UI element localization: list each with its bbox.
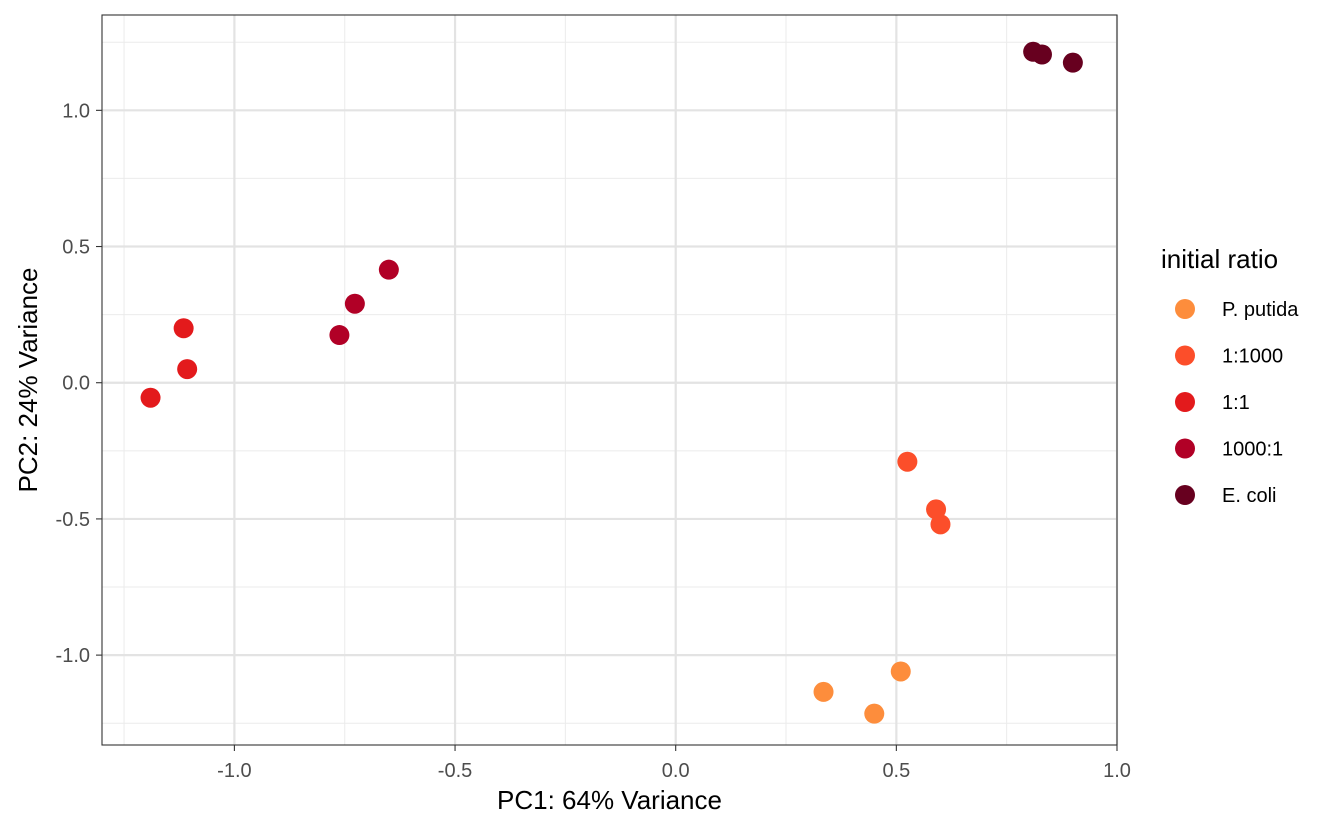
data-point [140, 387, 161, 408]
data-point [173, 318, 194, 339]
data-point [1062, 52, 1083, 73]
data-point [329, 325, 350, 346]
x-tick-label: 0.5 [882, 760, 910, 782]
legend-key [1175, 345, 1195, 366]
plot-panel-border [101, 14, 1118, 746]
y-axis-title: PC2: 24% Variance [13, 268, 43, 493]
data-point [1031, 44, 1052, 65]
data-point [813, 681, 834, 702]
y-tick-label: 0.5 [62, 237, 90, 259]
minor-gridlines [102, 15, 1117, 745]
data-point [344, 293, 365, 314]
data-point [864, 703, 885, 724]
legend-key [1175, 485, 1195, 505]
legend-key [1175, 392, 1195, 412]
legend-label: 1:1 [1222, 392, 1250, 414]
major-gridlines [102, 15, 1119, 745]
legend-label: 1:1000 [1222, 346, 1283, 368]
legend-label: P. putida [1222, 299, 1299, 321]
x-tick-label: 0.0 [662, 760, 690, 782]
data-point [930, 514, 951, 535]
x-axis-ticks: -1.0 -0.5 0.0 0.5 1.0 [217, 745, 1131, 782]
data-points [140, 41, 1083, 724]
legend-key [1175, 438, 1195, 459]
legend: initial ratio P. putida 1:1000 1:1 1000:1 E.… [1161, 244, 1299, 507]
data-point [897, 451, 918, 472]
y-tick-label: -1.0 [56, 645, 90, 667]
y-tick-label: 1.0 [62, 100, 90, 122]
y-axis-ticks: -1.0 -0.5 0.0 0.5 1.0 [56, 100, 102, 667]
data-point [177, 359, 198, 380]
y-tick-label: -0.5 [56, 509, 90, 531]
x-tick-label: 1.0 [1103, 760, 1131, 782]
legend-key [1175, 299, 1195, 319]
legend-label: E. coli [1222, 485, 1276, 507]
data-point [890, 661, 911, 682]
data-point [378, 259, 399, 280]
legend-items: P. putida 1:1000 1:1 1000:1 E. coli [1175, 299, 1299, 507]
y-tick-label: 0.0 [62, 373, 90, 395]
legend-title: initial ratio [1161, 244, 1278, 274]
legend-label: 1000:1 [1222, 439, 1283, 461]
x-tick-label: -0.5 [438, 760, 472, 782]
x-axis-title: PC1: 64% Variance [497, 785, 722, 815]
x-tick-label: -1.0 [217, 760, 251, 782]
